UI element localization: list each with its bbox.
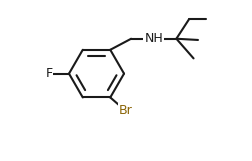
Text: F: F: [45, 67, 52, 80]
Text: NH: NH: [144, 32, 163, 45]
Text: Br: Br: [119, 104, 132, 118]
